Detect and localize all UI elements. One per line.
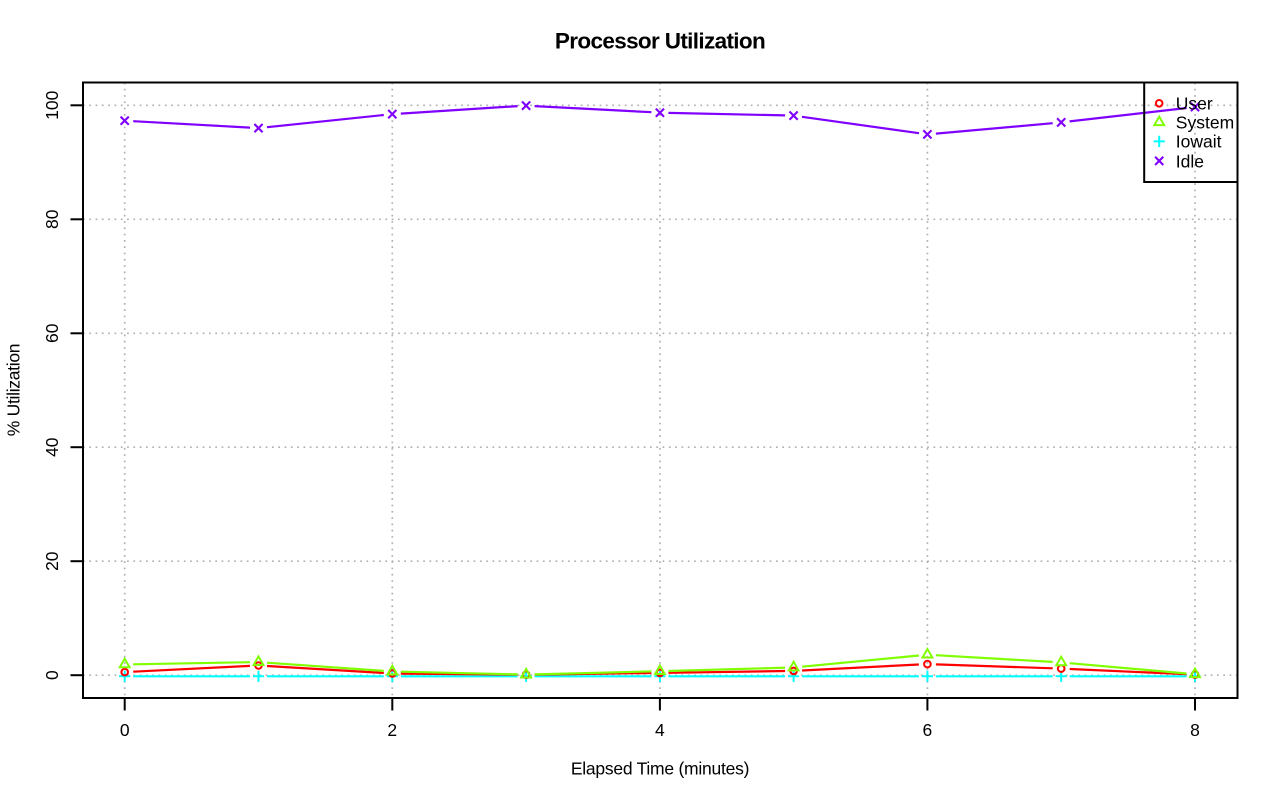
svg-text:0: 0 (120, 720, 130, 740)
svg-text:40: 40 (42, 437, 62, 457)
svg-text:Iowait: Iowait (1176, 132, 1222, 152)
svg-text:System: System (1176, 112, 1234, 132)
svg-text:60: 60 (42, 323, 62, 343)
svg-text:User: User (1176, 93, 1213, 113)
svg-text:4: 4 (655, 720, 665, 740)
svg-text:0: 0 (42, 670, 62, 680)
svg-text:8: 8 (1190, 720, 1200, 740)
svg-text:Processor Utilization: Processor Utilization (555, 28, 765, 53)
svg-text:100: 100 (42, 90, 62, 119)
svg-text:2: 2 (387, 720, 397, 740)
svg-text:80: 80 (42, 209, 62, 229)
svg-text:% Utilization: % Utilization (3, 344, 23, 436)
svg-text:Elapsed Time (minutes): Elapsed Time (minutes) (571, 759, 749, 779)
svg-text:20: 20 (42, 551, 62, 571)
svg-text:6: 6 (923, 720, 933, 740)
svg-text:Idle: Idle (1176, 151, 1204, 171)
